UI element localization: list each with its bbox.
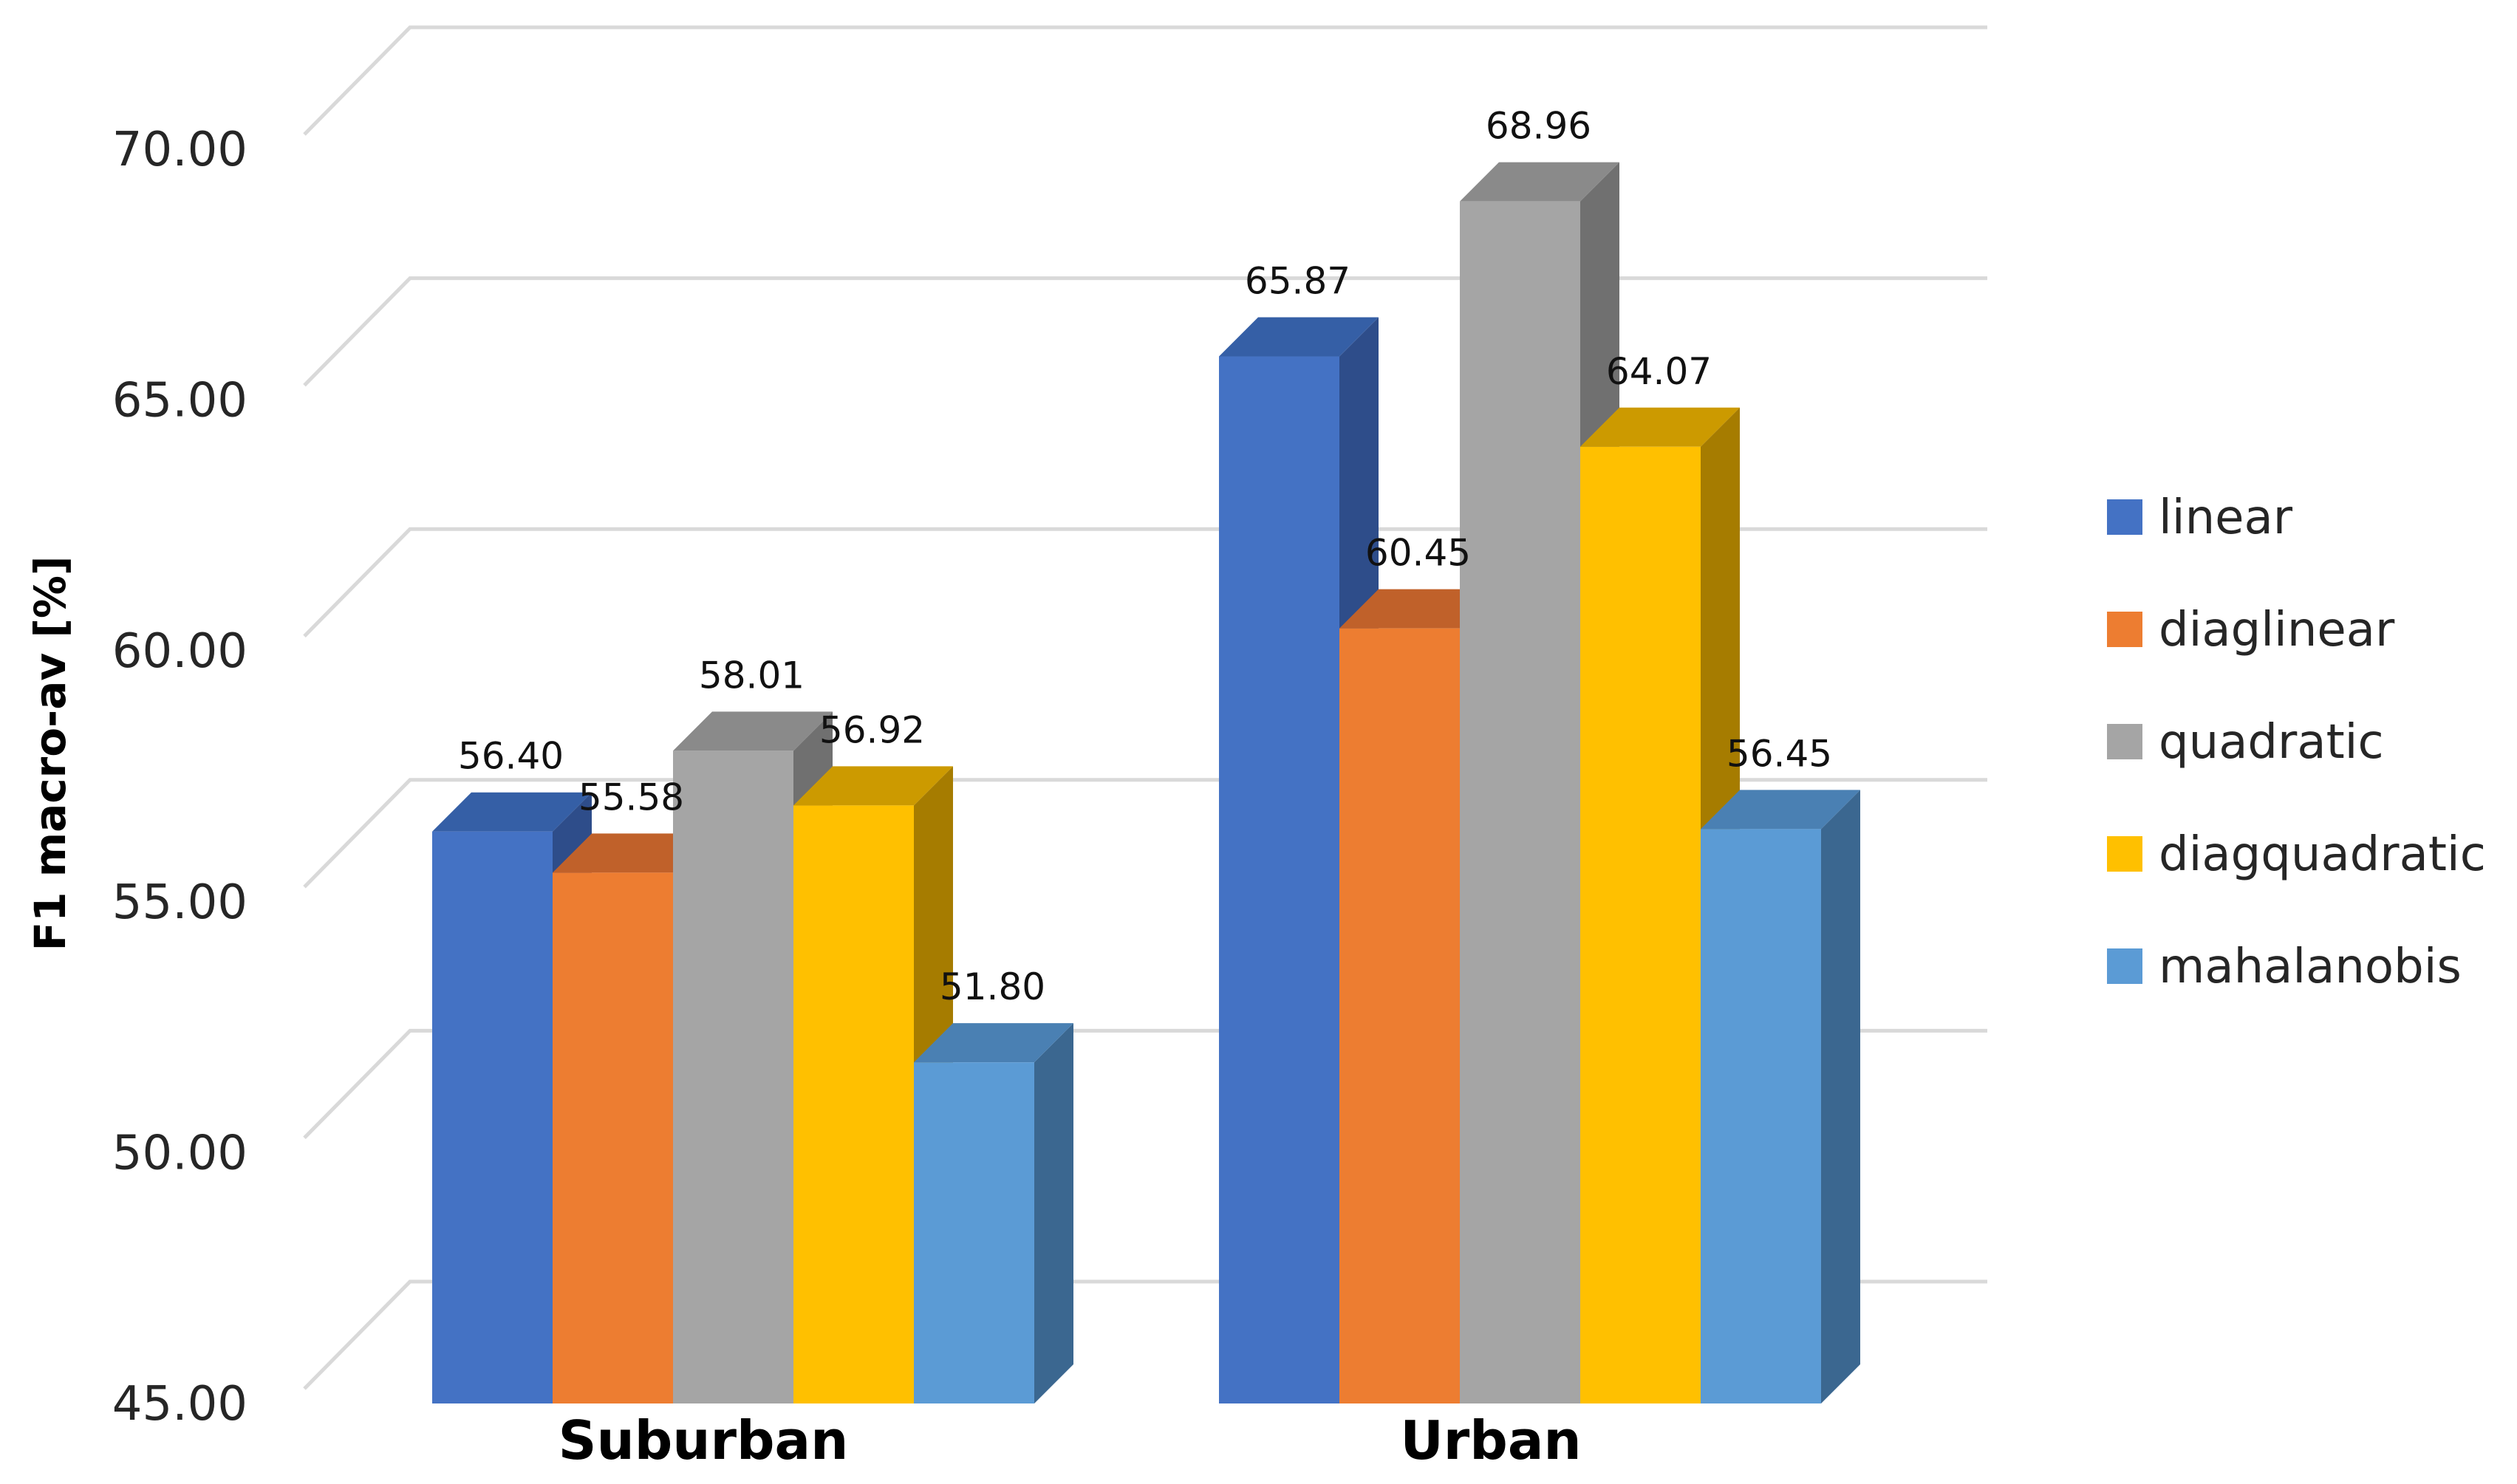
data-labels: 56.40 55.58 58.01 56.92 51.80 65.87 60.45 68.96… [458, 105, 1832, 1009]
bar-top-face [1339, 589, 1499, 629]
legend-swatch [2107, 612, 2142, 647]
gridline-5 [303, 25, 1987, 136]
legend-label: quadratic [2159, 715, 2384, 770]
bar-top-face [1219, 317, 1379, 357]
value-label-urban-diagquadratic: 64.07 [1606, 350, 1712, 393]
legend-item-diaglinear: diaglinear [2107, 603, 2395, 657]
value-label-suburban-linear: 56.40 [458, 735, 564, 778]
bar-top-face [673, 711, 833, 751]
bar-side-face [1034, 1023, 1073, 1403]
y-tick-label-1: 50.00 [112, 1126, 247, 1180]
value-label-suburban-diaglinear: 55.58 [578, 776, 684, 818]
bar-front-face [553, 872, 673, 1403]
value-label-urban-linear: 65.87 [1245, 260, 1350, 303]
value-label-urban-mahalanobis: 56.45 [1727, 732, 1832, 775]
legend-swatch [2107, 836, 2142, 872]
bar-top-face [553, 833, 712, 873]
bar-top-face [1580, 407, 1740, 447]
bar-top-face [914, 1023, 1073, 1063]
x-axis-categories: Suburban Urban [559, 1409, 1582, 1471]
y-axis-label: F1 macro-av [%] [25, 556, 75, 951]
y-tick-label-4: 65.00 [112, 374, 247, 428]
bar-front-face [793, 805, 914, 1403]
y-axis-ticks: 45.00 50.00 55.00 60.00 65.00 70.00 [112, 123, 247, 1432]
legend-label: linear [2159, 490, 2293, 545]
bar-front-face [914, 1062, 1034, 1403]
bar-suburban-mahalanobis [914, 1023, 1073, 1403]
y-tick-label-3: 60.00 [112, 624, 247, 679]
bar-top-face [432, 792, 592, 832]
category-label-urban: Urban [1400, 1409, 1581, 1471]
bar-front-face [1219, 356, 1339, 1403]
bar-front-face [432, 831, 553, 1403]
category-label-suburban: Suburban [559, 1409, 849, 1471]
y-tick-label-5: 70.00 [112, 123, 247, 177]
legend-swatch [2107, 724, 2142, 759]
legend-item-mahalanobis: mahalanobis [2107, 940, 2462, 994]
legend-item-quadratic: quadratic [2107, 715, 2384, 770]
y-tick-label-2: 55.00 [112, 875, 247, 930]
bar-front-face [1460, 201, 1580, 1403]
value-label-suburban-mahalanobis: 51.80 [940, 965, 1045, 1008]
y-tick-label-0: 45.00 [112, 1377, 247, 1432]
bar-front-face [1580, 446, 1701, 1403]
legend: linear diaglinear quadratic diagquadratic ma… [2107, 490, 2486, 994]
value-label-urban-diaglinear: 60.45 [1365, 532, 1471, 575]
bar-top-face [793, 766, 953, 806]
value-label-suburban-diagquadratic: 56.92 [819, 708, 925, 751]
bar-front-face [673, 750, 793, 1403]
legend-swatch [2107, 948, 2142, 984]
value-label-urban-quadratic: 68.96 [1486, 105, 1591, 148]
legend-swatch [2107, 499, 2142, 535]
bars [432, 162, 1860, 1403]
bar-urban-mahalanobis [1701, 790, 1860, 1403]
bar-top-face [1701, 790, 1860, 830]
legend-label: mahalanobis [2159, 940, 2462, 994]
legend-label: diaglinear [2159, 603, 2395, 657]
value-label-suburban-quadratic: 58.01 [699, 654, 805, 697]
bar-top-face [1460, 162, 1619, 202]
bar-front-face [1701, 829, 1821, 1403]
bar-front-face [1339, 628, 1460, 1403]
bar-side-face [1821, 790, 1860, 1403]
gridline-4 [303, 276, 1987, 387]
legend-label: diagquadratic [2159, 827, 2486, 882]
legend-item-linear: linear [2107, 490, 2293, 545]
legend-item-diagquadratic: diagquadratic [2107, 827, 2486, 882]
